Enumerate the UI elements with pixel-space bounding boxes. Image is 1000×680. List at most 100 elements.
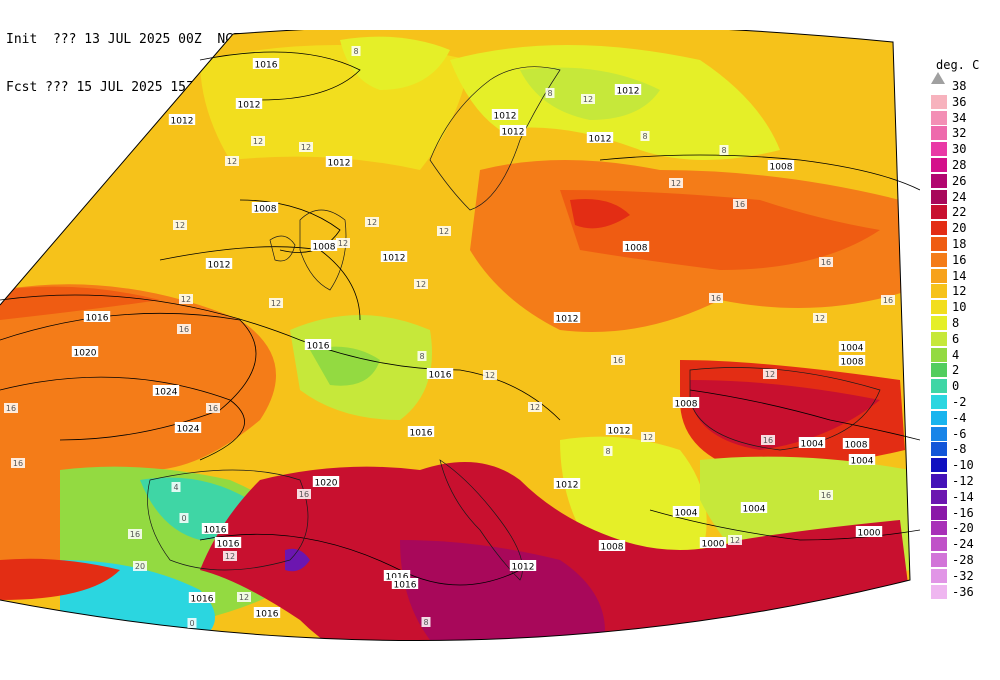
dew-contour-label: 16 [709,293,723,303]
dew-contour-label: 12 [437,226,451,236]
dew-contour-label: 8 [417,351,427,361]
svg-text:1012: 1012 [556,315,579,325]
svg-text:12: 12 [765,370,775,379]
isobar-label: 1012 [499,125,527,138]
isobar-label: 1016 [83,311,111,324]
isobar-label: 1016 [214,537,242,550]
legend-label: 18 [952,237,967,251]
svg-text:1016: 1016 [255,61,278,71]
legend-swatch [931,126,947,141]
svg-text:1000: 1000 [702,540,725,550]
svg-text:1008: 1008 [845,441,868,451]
svg-text:1012: 1012 [238,101,261,111]
legend-swatch [931,537,947,552]
dew-contour-label: 8 [351,46,361,56]
britain-coast [299,209,347,291]
legend-label: -8 [952,442,967,457]
isobar-label: 1008 [838,355,866,368]
dew-contour-label: 16 [11,458,25,468]
dew-contour-label: 8 [603,446,613,456]
dew-contour-label: 16 [733,199,747,209]
svg-text:12: 12 [530,403,540,412]
legend-title: deg. C [936,58,980,72]
svg-text:1004: 1004 [841,344,864,354]
legend-swatch [931,189,947,204]
svg-text:12: 12 [439,227,449,236]
dew-contour-label: 12 [269,298,283,308]
isobar-label: 1024 [174,422,202,435]
italy-coast [439,459,523,581]
isobar-label: 1004 [798,437,826,450]
legend-label: -20 [952,521,974,536]
dew-contour-label: 16 [206,403,220,413]
dew-contour-label: 12 [223,551,237,561]
svg-text:1000: 1000 [858,529,881,539]
legend-label: 0 [952,379,960,394]
legend-label: -2 [952,395,967,409]
legend-swatch [931,142,947,157]
svg-text:1008: 1008 [675,400,698,410]
svg-text:1020: 1020 [74,349,97,359]
legend-swatch [931,489,947,504]
france-4-zone [310,346,380,386]
legend-swatch [931,410,947,425]
isobar-label: 1020 [312,476,340,489]
dew-contour-label: 12 [179,294,193,304]
svg-text:1016: 1016 [86,314,109,324]
svg-text:1012: 1012 [208,261,231,271]
legend-label: 22 [952,205,967,220]
lapland-6-zone [520,67,660,120]
dew-contour-label: 4 [171,482,181,492]
isobar-label: 1012 [509,560,537,573]
svg-text:1008: 1008 [313,243,336,253]
isobar-label: 1012 [586,132,614,145]
black-sea-22-zone [690,380,880,450]
legend-swatch [931,252,947,267]
svg-text:16: 16 [613,356,623,365]
isobar-label: 1012 [605,424,633,437]
svg-text:16: 16 [821,258,831,267]
legend-label: -4 [952,410,967,425]
svg-text:1016: 1016 [410,429,433,439]
isobar-label: 1012 [380,251,408,264]
dew-contour-label: 20 [133,561,147,571]
svg-text:1008: 1008 [601,543,624,553]
dew-contour-label: 0 [179,513,189,523]
svg-text:1012: 1012 [589,135,612,145]
svg-text:8: 8 [605,447,610,456]
legend-swatch [931,268,947,283]
svg-text:1012: 1012 [608,427,631,437]
svg-text:1012: 1012 [171,117,194,127]
dew-contour-label: 12 [336,238,350,248]
svg-text:1016: 1016 [307,342,330,352]
svg-text:1008: 1008 [841,358,864,368]
legend-label: 14 [952,268,967,283]
dew-contour-label: 12 [528,402,542,412]
atlantic-20-zone [0,558,120,600]
legend-label: -16 [952,505,974,520]
dew-contour-label: 12 [299,142,313,152]
legend-swatch [931,458,947,473]
dew-contour-label: 8 [421,617,431,627]
dew-contour-label: 16 [177,324,191,334]
svg-text:12: 12 [271,299,281,308]
legend-swatch [931,426,947,441]
svg-text:16: 16 [179,325,189,334]
svg-text:1016: 1016 [204,526,227,536]
svg-text:12: 12 [181,295,191,304]
svg-text:1016: 1016 [191,595,214,605]
svg-text:1016: 1016 [386,573,409,583]
central-med-24-zone [400,540,605,641]
svg-text:1012: 1012 [494,112,517,122]
isobar-label: 1016 [426,368,454,381]
svg-text:8: 8 [419,352,424,361]
isobar-label: 1008 [251,202,279,215]
svg-text:12: 12 [338,239,348,248]
legend-swatch [931,237,947,251]
svg-text:16: 16 [208,404,218,413]
scandinavia-coast [429,66,561,211]
legend-label: 34 [952,110,967,125]
svg-text:16: 16 [763,436,773,445]
legend-swatch [931,331,947,346]
legend-swatch [931,474,947,488]
